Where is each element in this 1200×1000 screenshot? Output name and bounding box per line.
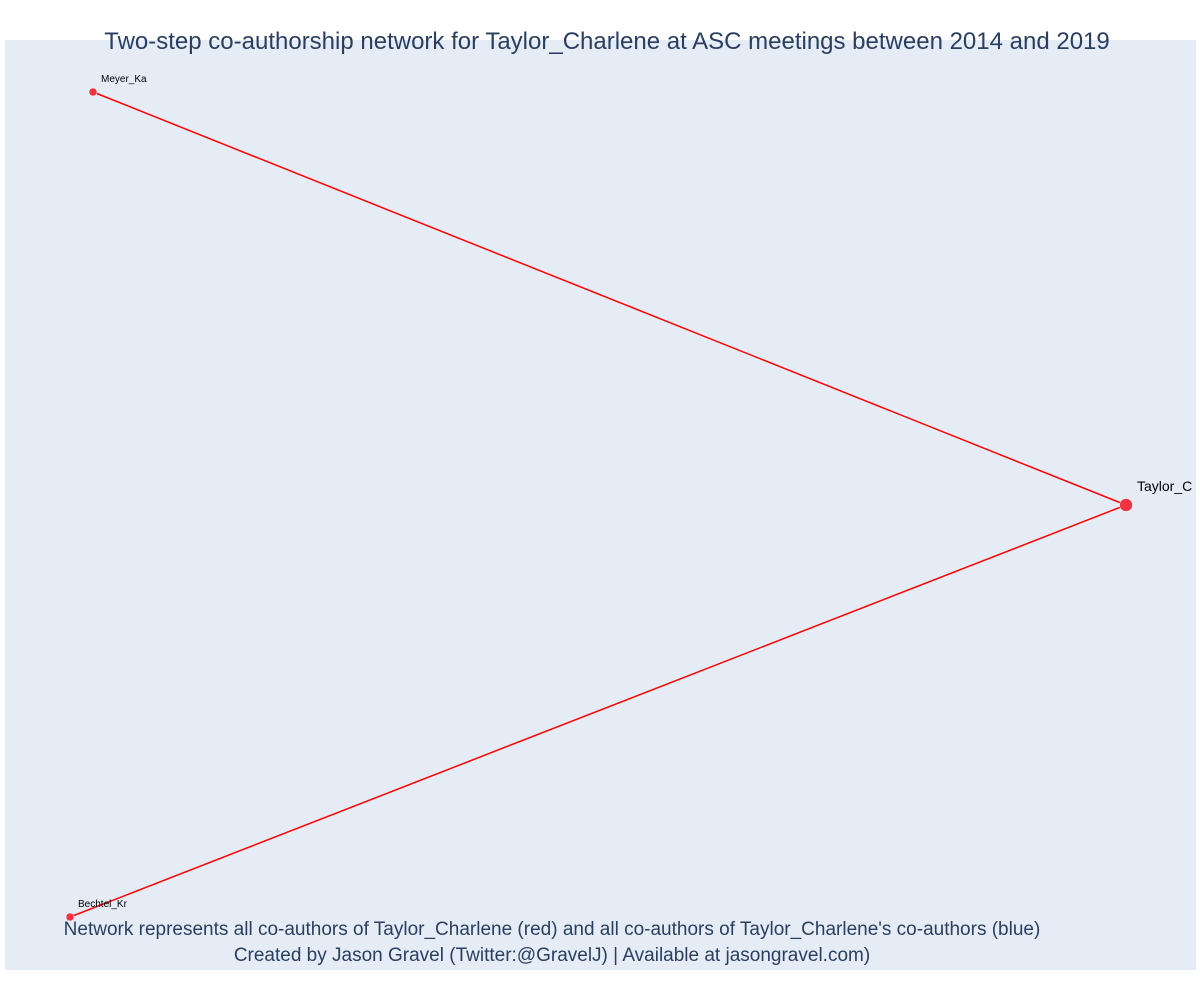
edges-layer <box>69 91 1127 918</box>
labels-layer: Taylor_C Meyer_Ka Bechtel_Kr <box>78 74 1192 910</box>
caption-line-2: Created by Jason Gravel (Twitter:@Gravel… <box>233 945 871 966</box>
chart-title: Two-step co-authorship network for Taylo… <box>104 28 1110 55</box>
node-bechtel[interactable] <box>65 912 75 922</box>
plot-background <box>5 40 1196 970</box>
edge-taylor-bechtel <box>69 504 1127 918</box>
nodes-layer <box>65 87 1133 922</box>
node-label-meyer: Meyer_Ka <box>101 74 147 85</box>
node-label-bechtel: Bechtel_Kr <box>78 899 128 910</box>
node-taylor[interactable] <box>1119 498 1133 512</box>
node-label-taylor: Taylor_C <box>1137 478 1192 494</box>
edge-taylor-meyer <box>92 91 1127 506</box>
node-meyer[interactable] <box>88 87 98 97</box>
caption-line-1: Network represents all co-authors of Tay… <box>63 919 1041 940</box>
